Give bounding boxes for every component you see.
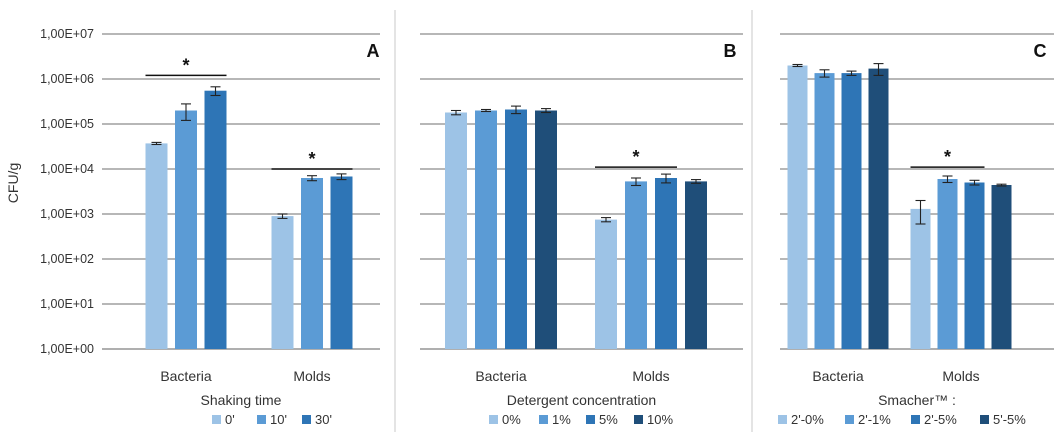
y-tick-label: 1,00E+01	[40, 297, 94, 311]
bar	[175, 110, 197, 349]
legend-swatch	[586, 415, 595, 424]
category-label: Molds	[293, 368, 330, 384]
category-label: Bacteria	[475, 368, 527, 384]
y-tick-label: 1,00E+00	[40, 342, 94, 356]
legend-swatch	[634, 415, 643, 424]
bar	[475, 110, 497, 349]
bar	[204, 90, 227, 349]
legend-title: Detergent concentration	[507, 392, 656, 408]
legend-swatch	[257, 415, 266, 424]
y-tick-label: 1,00E+06	[40, 72, 94, 86]
chart-panel-c: Bacteria Molds * C Smacher™ : 2'-0% 2'-1% 2'-5%…	[778, 33, 1054, 427]
significance-asterisk: *	[632, 147, 639, 167]
significance-asterisk: *	[182, 55, 189, 75]
legend-entry: 5%	[599, 412, 618, 427]
panel-label: A	[367, 41, 380, 61]
bar	[505, 109, 527, 349]
y-tick-label: 1,00E+02	[40, 252, 94, 266]
legend-entry: 0'	[225, 412, 235, 427]
legend-swatch	[845, 415, 854, 424]
bar	[445, 112, 467, 349]
significance-asterisk: *	[308, 149, 315, 169]
y-tick-label: 1,00E+04	[40, 162, 94, 176]
legend-entry: 10%	[647, 412, 673, 427]
legend-entry: 30'	[315, 412, 332, 427]
panel-label: C	[1034, 41, 1047, 61]
legend-swatch	[911, 415, 920, 424]
significance-asterisk: *	[944, 147, 951, 167]
y-tick-label: 1,00E+03	[40, 207, 94, 221]
bar	[145, 143, 168, 349]
legend-entry: 5'-5%	[993, 412, 1026, 427]
legend-swatch	[778, 415, 787, 424]
chart-panel-a: Bacteria Molds * * A Shaking time 0' 10' 30'	[102, 33, 380, 427]
legend-entry: 2'-0%	[791, 412, 824, 427]
category-label: Bacteria	[160, 368, 212, 384]
bar	[991, 185, 1012, 349]
bar	[841, 73, 862, 349]
chart-panel-b: Bacteria Molds * B Detergent concentration 0%…	[420, 33, 743, 427]
bar	[814, 73, 835, 349]
legend-swatch	[302, 415, 311, 424]
legend-swatch	[980, 415, 989, 424]
bar	[595, 219, 617, 349]
bar	[787, 65, 808, 349]
legend-title: Shaking time	[201, 392, 282, 408]
legend-entry: 10'	[270, 412, 287, 427]
bar	[301, 178, 323, 349]
bar	[868, 68, 889, 349]
legend-swatch	[539, 415, 548, 424]
legend-entry: 1%	[552, 412, 571, 427]
bar	[330, 176, 353, 349]
bar	[271, 216, 294, 349]
category-label: Bacteria	[812, 368, 864, 384]
panel-label: B	[724, 41, 737, 61]
y-tick-label: 1,00E+07	[40, 27, 94, 41]
bar	[937, 179, 958, 349]
bar	[685, 181, 707, 349]
category-label: Molds	[632, 368, 669, 384]
legend-swatch	[489, 415, 498, 424]
bar	[625, 181, 647, 349]
legend-entry: 2'-1%	[858, 412, 891, 427]
legend-swatch	[212, 415, 221, 424]
category-label: Molds	[942, 368, 979, 384]
bar	[535, 110, 557, 349]
y-axis-label: CFU/g	[5, 163, 21, 203]
bar	[910, 208, 931, 349]
legend-title: Smacher™ :	[878, 392, 956, 408]
y-tick-label: 1,00E+05	[40, 117, 94, 131]
y-axis-tick-labels: 1,00E+00 1,00E+01 1,00E+02 1,00E+03 1,00E+04…	[40, 27, 94, 356]
legend-entry: 2'-5%	[924, 412, 957, 427]
bar	[964, 182, 985, 349]
bar	[655, 178, 677, 349]
legend-entry: 0%	[502, 412, 521, 427]
